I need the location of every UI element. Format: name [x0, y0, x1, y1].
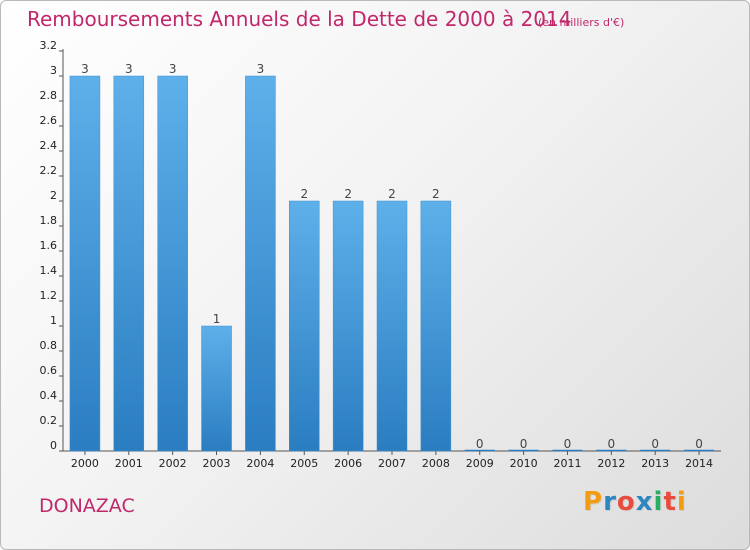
data-label: 0	[476, 437, 484, 451]
bar	[420, 200, 452, 452]
data-label: 2	[432, 187, 440, 201]
data-label: 2	[388, 187, 396, 201]
data-label: 2	[344, 187, 352, 201]
y-tick-label: 1	[50, 314, 57, 327]
data-label: 0	[651, 437, 659, 451]
data-label: 0	[564, 437, 572, 451]
logo-letter: t	[663, 487, 677, 517]
y-tick-label: 3	[50, 64, 57, 77]
bar	[113, 75, 145, 452]
logo-letter: o	[616, 487, 636, 517]
bar	[376, 200, 408, 452]
bar	[157, 75, 188, 452]
y-tick-label: 0.2	[40, 414, 58, 427]
commune-name: DONAZAC	[39, 495, 135, 517]
data-label: 3	[125, 62, 133, 76]
x-tick-label: 2007	[378, 457, 406, 470]
y-tick-label: 0.8	[40, 339, 58, 352]
x-tick-label: 2001	[115, 457, 143, 470]
x-tick-label: 2014	[685, 457, 713, 470]
x-tick-label: 2006	[334, 457, 362, 470]
y-tick-label: 2.8	[40, 89, 58, 102]
y-tick-label: 2.6	[40, 114, 58, 127]
y-tick-label: 1.6	[40, 239, 58, 252]
proxiti-logo: Proxiti	[583, 487, 687, 517]
chart-subtitle: (en milliers d'€)	[538, 16, 625, 29]
bars-group	[69, 75, 715, 452]
y-tick-label: 1.4	[40, 264, 58, 277]
x-tick-label: 2002	[159, 457, 187, 470]
y-tick-label: 2.4	[40, 139, 58, 152]
y-axis: 0 0.2 0.4 0.6 0.8 1 1.2 1.4 1.6 1.8 2 2.2 2.4 2.6 2.8 3…	[40, 39, 64, 452]
logo-letter: P	[583, 487, 604, 517]
x-tick-label: 2000	[71, 457, 99, 470]
y-tick-label: 0.4	[40, 389, 58, 402]
data-label: 3	[169, 62, 177, 76]
y-tick-label: 1.2	[40, 289, 58, 302]
x-tick-label: 2010	[510, 457, 538, 470]
bar	[332, 200, 364, 452]
y-tick-label: 0	[50, 439, 57, 452]
x-tick-label: 2009	[466, 457, 494, 470]
x-axis: 2000 2001 2002 2003 2004 2005 2006 2007 2008 2009…	[63, 450, 721, 470]
y-tick-label: 0.6	[40, 364, 58, 377]
x-tick-label: 2004	[246, 457, 274, 470]
x-tick-label: 2003	[203, 457, 231, 470]
logo-letter: r	[603, 487, 617, 517]
data-label: 0	[695, 437, 703, 451]
x-tick-label: 2013	[641, 457, 669, 470]
logo-letter: i	[676, 487, 687, 517]
x-tick-label: 2012	[597, 457, 625, 470]
bar	[69, 75, 101, 452]
y-tick-label: 3.2	[40, 39, 58, 52]
data-label: 0	[520, 437, 528, 451]
y-tick-label: 1.8	[40, 214, 58, 227]
data-label: 2	[300, 187, 308, 201]
chart-title: Remboursements Annuels de la Dette de 20…	[27, 7, 572, 31]
bar	[245, 75, 276, 452]
logo-letter: i	[653, 487, 664, 517]
bar	[201, 325, 232, 452]
bar	[289, 200, 320, 452]
data-label: 1	[213, 312, 221, 326]
x-tick-label: 2005	[290, 457, 318, 470]
logo-letter: x	[635, 487, 654, 517]
y-tick-label: 2.2	[40, 164, 58, 177]
y-tick-label: 2	[50, 189, 57, 202]
data-labels-group: 3 3 3 1 3 2 2 2 2 0 0 0 0 0 0	[81, 62, 703, 451]
data-label: 0	[608, 437, 616, 451]
data-label: 3	[257, 62, 265, 76]
x-tick-label: 2011	[553, 457, 581, 470]
x-tick-label: 2008	[422, 457, 450, 470]
data-label: 3	[81, 62, 89, 76]
